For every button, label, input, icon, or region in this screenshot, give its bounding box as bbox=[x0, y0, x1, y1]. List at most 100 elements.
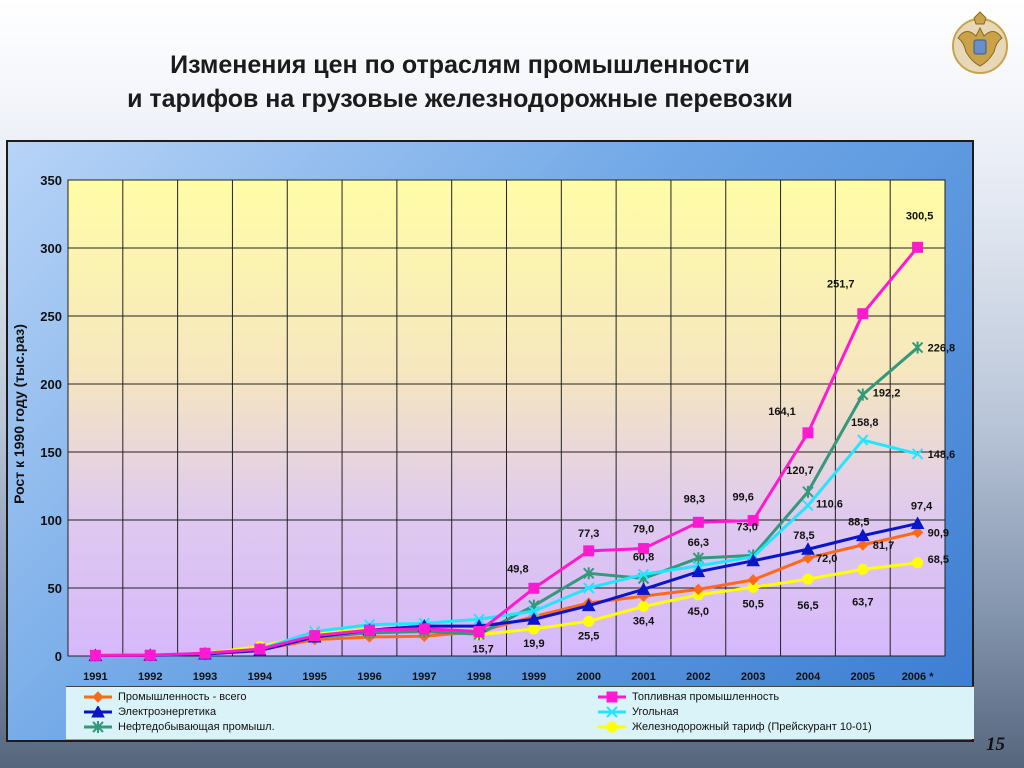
x-tick-label: 1993 bbox=[193, 671, 217, 683]
x-tick-label: 2006 * bbox=[902, 671, 935, 683]
data-point bbox=[857, 539, 869, 551]
y-tick-label: 100 bbox=[40, 513, 62, 528]
data-point bbox=[912, 557, 924, 569]
data-point bbox=[692, 516, 704, 528]
data-point bbox=[583, 582, 595, 594]
data-point bbox=[801, 542, 815, 555]
x-tick-label: 2004 bbox=[796, 671, 821, 683]
legend-item: Угольная bbox=[598, 705, 678, 719]
x-tick-label: 2000 bbox=[576, 671, 600, 683]
data-point bbox=[254, 643, 266, 655]
x-tick-label: 1997 bbox=[412, 671, 436, 683]
data-point bbox=[581, 598, 596, 612]
data-point bbox=[199, 647, 211, 659]
legend-label: Электроэнергетика bbox=[118, 706, 217, 718]
data-point bbox=[528, 623, 540, 635]
legend-label: Промышленность - всего bbox=[118, 691, 247, 703]
data-label: 99,6 bbox=[732, 492, 753, 504]
data-label: 25,5 bbox=[578, 630, 599, 642]
data-label: 88,5 bbox=[848, 517, 869, 529]
legend-item: Нефтедобывающая промышл. bbox=[84, 720, 275, 734]
data-label: 110,6 bbox=[816, 499, 843, 511]
data-point bbox=[802, 485, 814, 498]
data-point bbox=[747, 574, 759, 586]
data-point bbox=[802, 499, 814, 512]
series-layer bbox=[88, 241, 925, 662]
data-point bbox=[857, 308, 869, 320]
legend-item: Железнодорожный тариф (Прейскурант 10-01… bbox=[598, 720, 872, 734]
legend-label: Железнодорожный тариф (Прейскурант 10-01… bbox=[632, 721, 872, 733]
data-point bbox=[802, 552, 814, 564]
data-point bbox=[910, 516, 925, 530]
data-label: 77,3 bbox=[578, 528, 599, 540]
x-tick-label: 1998 bbox=[467, 671, 491, 683]
data-point bbox=[911, 448, 924, 460]
legend-marker bbox=[92, 691, 104, 703]
data-point bbox=[692, 583, 705, 596]
data-label: 192,2 bbox=[873, 388, 901, 400]
data-point bbox=[528, 582, 540, 594]
data-point bbox=[747, 515, 759, 527]
legend-marker bbox=[92, 721, 104, 733]
x-tick-label: 1994 bbox=[248, 671, 273, 683]
data-label: 60,8 bbox=[633, 551, 654, 563]
data-label: 73,0 bbox=[736, 522, 757, 534]
y-tick-label: 0 bbox=[55, 649, 62, 664]
data-label: 90,9 bbox=[928, 527, 949, 539]
data-point bbox=[855, 528, 870, 542]
data-point bbox=[583, 545, 595, 557]
legend-swatch bbox=[598, 706, 626, 718]
data-label: 56,5 bbox=[797, 600, 818, 612]
data-label: 226,8 bbox=[928, 343, 956, 355]
data-label: 79,0 bbox=[633, 524, 654, 536]
data-point bbox=[527, 612, 541, 625]
y-tick-label: 350 bbox=[40, 173, 62, 188]
y-tick-label: 250 bbox=[40, 309, 62, 324]
title-line-2: и тарифов на грузовые железнодорожные пе… bbox=[127, 85, 793, 113]
legend-item: Электроэнергетика bbox=[84, 705, 216, 719]
x-tick-label: 2005 bbox=[851, 671, 875, 683]
data-point bbox=[637, 568, 650, 581]
data-label: 164,1 bbox=[768, 406, 796, 418]
data-labels: 72,0 81,7 90,9 49,8 77,3 79,0 98,3 99,6 164,1 251… bbox=[472, 210, 955, 655]
legend-label: Угольная bbox=[632, 706, 679, 718]
data-label: 300,5 bbox=[906, 210, 934, 222]
data-point bbox=[912, 241, 924, 253]
data-label: 50,5 bbox=[742, 598, 763, 610]
x-tick-label: 2003 bbox=[741, 671, 765, 683]
data-label: 97,4 bbox=[911, 501, 933, 513]
y-tick-label: 300 bbox=[40, 241, 62, 256]
data-point bbox=[638, 543, 650, 555]
data-point bbox=[802, 427, 814, 439]
data-point bbox=[911, 341, 924, 354]
x-axis-ticks: 1991 1992 1993 1994 1995 1996 1997 1998 1999 2000… bbox=[83, 671, 934, 683]
data-label: 72,0 bbox=[816, 553, 837, 565]
legend-item: Топливная промышленность bbox=[598, 690, 779, 704]
x-tick-label: 1999 bbox=[522, 671, 546, 683]
data-point bbox=[857, 563, 869, 575]
data-label: 63,7 bbox=[852, 596, 873, 608]
data-label: 120,7 bbox=[786, 465, 814, 477]
data-point bbox=[691, 564, 706, 578]
data-point bbox=[583, 615, 595, 627]
x-tick-label: 2002 bbox=[686, 671, 710, 683]
data-point bbox=[911, 526, 924, 539]
legend-item: Промышленность - всего bbox=[84, 690, 247, 704]
coat-of-arms-emblem bbox=[952, 11, 1008, 74]
data-label: 15,7 bbox=[472, 644, 493, 656]
chart-legend: Промышленность - всего Топливная промышле… bbox=[66, 686, 974, 739]
data-point bbox=[309, 630, 321, 642]
data-point bbox=[638, 600, 650, 612]
page-number: 15 bbox=[986, 734, 1005, 755]
data-point bbox=[528, 605, 540, 617]
grid-lines bbox=[67, 179, 946, 657]
data-point bbox=[857, 434, 869, 446]
legend-marker bbox=[606, 706, 618, 718]
data-label: 78,5 bbox=[793, 530, 814, 542]
data-label: 68,5 bbox=[928, 554, 949, 566]
data-label: 251,7 bbox=[827, 279, 855, 291]
data-label: 148,6 bbox=[928, 449, 956, 461]
y-tick-label: 200 bbox=[40, 377, 62, 392]
y-tick-label: 50 bbox=[48, 581, 62, 596]
x-tick-label: 1996 bbox=[357, 671, 381, 683]
